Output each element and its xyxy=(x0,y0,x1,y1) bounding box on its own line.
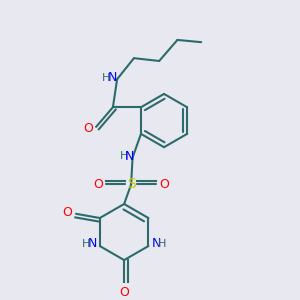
Text: N: N xyxy=(107,71,117,84)
Text: N: N xyxy=(87,237,97,250)
Text: N: N xyxy=(124,150,134,163)
Text: O: O xyxy=(83,122,93,135)
Text: O: O xyxy=(119,286,129,299)
Text: H: H xyxy=(158,239,166,249)
Text: O: O xyxy=(63,206,73,219)
Text: H: H xyxy=(82,239,91,249)
Text: H: H xyxy=(119,151,128,161)
Text: H: H xyxy=(102,73,111,83)
Text: O: O xyxy=(93,178,103,191)
Text: O: O xyxy=(159,178,169,191)
Text: S: S xyxy=(127,177,136,191)
Text: N: N xyxy=(152,237,161,250)
